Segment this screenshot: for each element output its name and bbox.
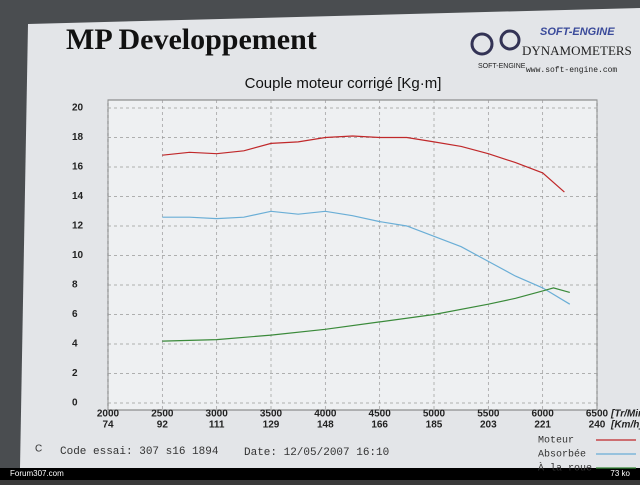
y-tick-label: 20 [72, 103, 84, 114]
x-unit: [Tr/Min [610, 409, 640, 420]
x2-tick-label: 166 [371, 420, 388, 431]
x-tick-label: 2000 [97, 409, 120, 420]
x2-unit: [Km/h] [610, 420, 640, 431]
legend-label: À la roue [538, 461, 592, 475]
y-tick-label: 0 [72, 398, 78, 409]
series-line [162, 210, 571, 305]
footer-prefix: C [35, 444, 42, 455]
y-tick-label: 2 [72, 368, 78, 379]
logo-small: SOFT-ENGINE [478, 63, 526, 70]
watermark-site: Forum307.com [10, 469, 64, 478]
legend-label: Moteur [538, 436, 574, 447]
x-tick-label: 3000 [206, 409, 229, 420]
series-line [162, 287, 570, 342]
series-line [162, 135, 565, 193]
x-tick-label: 2500 [151, 409, 174, 420]
y-tick-label: 12 [72, 221, 84, 232]
page-title: MP Developpement [66, 23, 317, 56]
y-tick-label: 4 [72, 339, 78, 350]
legend-label: Absorbée [538, 449, 586, 461]
logo-icon [499, 29, 521, 51]
logo: SOFT-ENGINE DYNAMOMETERS SOFT-ENGINE www… [470, 26, 632, 75]
x-tick-label: 6500 [586, 409, 609, 420]
x-tick-label: 5000 [423, 409, 446, 420]
y-tick-label: 14 [72, 191, 84, 202]
x-tick-label: 3500 [260, 409, 283, 420]
x-tick-label: 6000 [532, 409, 555, 420]
y-tick-label: 10 [72, 250, 84, 261]
x2-tick-label: 148 [317, 420, 334, 431]
x2-tick-label: 74 [102, 420, 114, 431]
x2-tick-label: 240 [589, 420, 606, 431]
x2-tick-label: 221 [534, 420, 551, 431]
x2-tick-label: 129 [263, 420, 280, 431]
y-tick-label: 16 [72, 162, 84, 173]
watermark-size: 73 ko [610, 469, 630, 478]
watermark-bar [0, 468, 640, 480]
logo-icon [470, 32, 494, 56]
logo-brand: SOFT-ENGINE [540, 26, 615, 38]
website: www.soft-engine.com [526, 66, 617, 75]
y-tick-label: 8 [72, 280, 78, 291]
y-tick-label: 6 [72, 309, 78, 320]
x2-tick-label: 111 [209, 420, 225, 431]
test-date: Date: 12/05/2007 16:10 [244, 447, 389, 459]
x-tick-label: 4000 [314, 409, 337, 420]
plot-frame [107, 99, 598, 411]
x-tick-label: 4500 [369, 409, 392, 420]
logo-subtitle: DYNAMOMETERS [522, 43, 632, 58]
test-code: Code essai: 307 s16 1894 [60, 446, 219, 458]
x2-tick-label: 92 [157, 420, 169, 431]
y-tick-label: 18 [72, 132, 84, 143]
chart-title: Couple moteur corrigé [Kg·m] [245, 75, 442, 92]
x2-tick-label: 185 [426, 420, 443, 431]
x-tick-label: 5500 [477, 409, 500, 420]
x2-tick-label: 203 [480, 420, 497, 431]
